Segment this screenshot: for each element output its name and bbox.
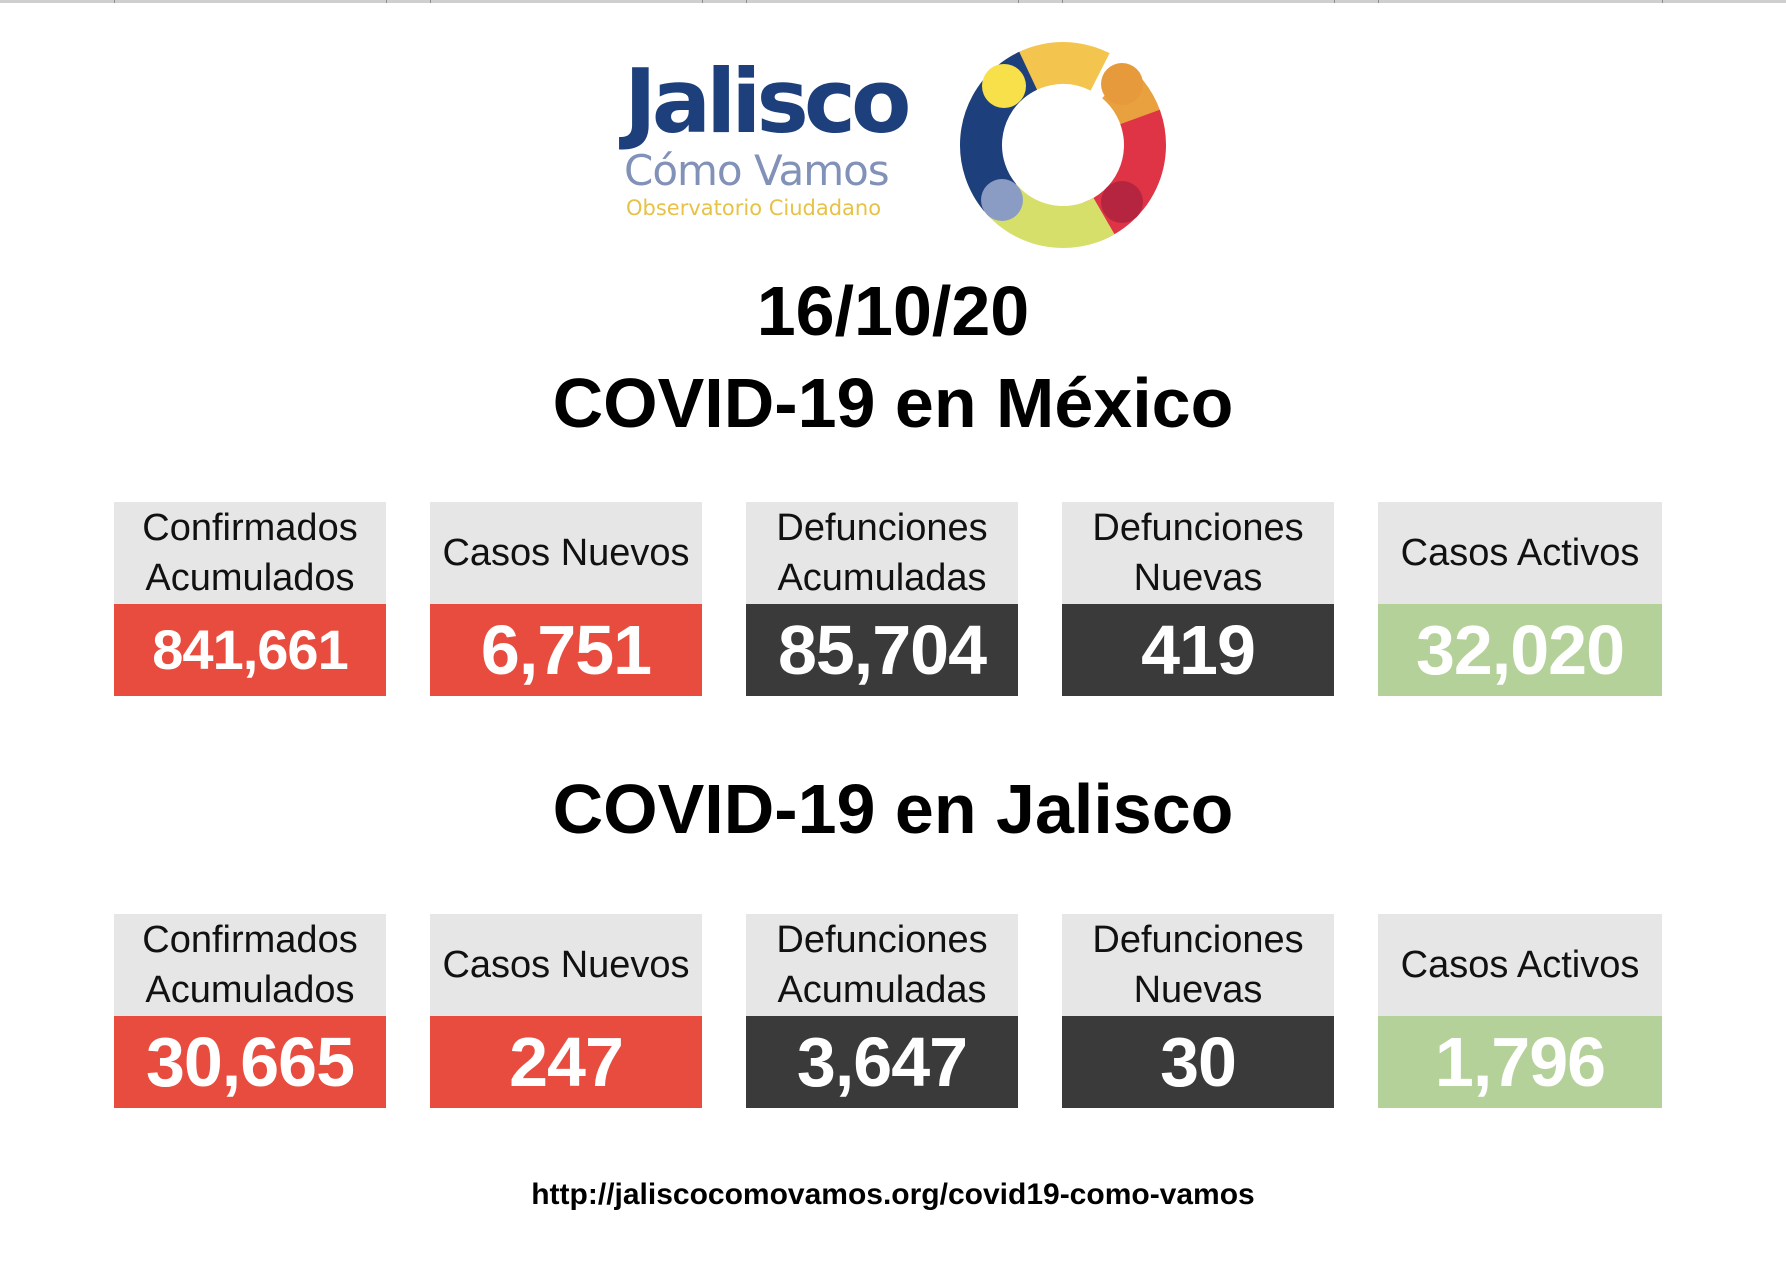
mexico-section-title: COVID-19 en México — [552, 364, 1234, 442]
jalisco-stat-defunciones-nuevas: Defunciones Nuevas 30 — [1062, 914, 1334, 1108]
logo-tagline: Observatorio Ciudadano — [626, 196, 882, 220]
stat-value: 6,751 — [430, 604, 702, 696]
top-border-ticks — [0, 0, 1786, 3]
stat-label: Defunciones Acumuladas — [746, 502, 1018, 604]
logo-ring-icon — [960, 41, 1166, 248]
stat-label: Confirmados Acumulados — [114, 502, 386, 604]
jalisco-stat-casos-nuevos: Casos Nuevos 247 — [430, 914, 702, 1108]
mexico-stat-casos-nuevos: Casos Nuevos 6,751 — [430, 502, 702, 696]
report-date: 16/10/20 — [756, 272, 1030, 350]
stat-label: Defunciones Nuevas — [1062, 914, 1334, 1016]
mexico-stat-defunciones-nuevas: Defunciones Nuevas 419 — [1062, 502, 1334, 696]
stat-value: 419 — [1062, 604, 1334, 696]
stat-value: 85,704 — [746, 604, 1018, 696]
stat-label: Casos Activos — [1378, 914, 1662, 1016]
jalisco-como-vamos-logo: Jalisco Cómo Vamos Observatorio Ciudadan… — [618, 40, 1178, 250]
top-border — [0, 0, 1786, 3]
stat-value: 30 — [1062, 1016, 1334, 1108]
jalisco-stat-casos-activos: Casos Activos 1,796 — [1378, 914, 1662, 1108]
stat-value: 3,647 — [746, 1016, 1018, 1108]
stat-label: Confirmados Acumulados — [114, 914, 386, 1016]
mexico-stats-row: Confirmados Acumulados 841,661 Casos Nue… — [114, 502, 1664, 696]
stat-label: Defunciones Nuevas — [1062, 502, 1334, 604]
stat-value: 247 — [430, 1016, 702, 1108]
mexico-stat-casos-activos: Casos Activos 32,020 — [1378, 502, 1662, 696]
stat-value: 841,661 — [114, 604, 386, 696]
stat-label: Casos Activos — [1378, 502, 1662, 604]
stat-label: Defunciones Acumuladas — [746, 914, 1018, 1016]
stat-value: 1,796 — [1378, 1016, 1662, 1108]
logo-subtitle: Cómo Vamos — [624, 146, 890, 195]
mexico-stat-confirmados: Confirmados Acumulados 841,661 — [114, 502, 386, 696]
jalisco-section-title: COVID-19 en Jalisco — [552, 770, 1234, 848]
stat-value: 30,665 — [114, 1016, 386, 1108]
mexico-stat-defunciones-acumuladas: Defunciones Acumuladas 85,704 — [746, 502, 1018, 696]
stat-value: 32,020 — [1378, 604, 1662, 696]
jalisco-stat-confirmados: Confirmados Acumulados 30,665 — [114, 914, 386, 1108]
footer-url: http://jaliscocomovamos.org/covid19-como… — [531, 1178, 1255, 1211]
logo-title: Jalisco — [624, 50, 911, 153]
jalisco-stat-defunciones-acumuladas: Defunciones Acumuladas 3,647 — [746, 914, 1018, 1108]
stat-label: Casos Nuevos — [430, 914, 702, 1016]
jalisco-stats-row: Confirmados Acumulados 30,665 Casos Nuev… — [114, 914, 1664, 1108]
stat-label: Casos Nuevos — [430, 502, 702, 604]
